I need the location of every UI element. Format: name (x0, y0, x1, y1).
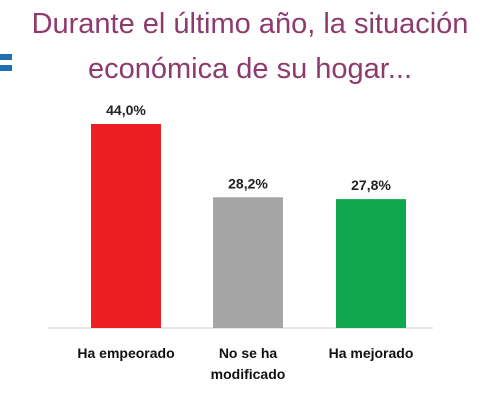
bar-3 (336, 199, 406, 328)
bars-group (91, 124, 406, 328)
chart-title: Durante el último año, la situación econ… (0, 2, 500, 92)
category-labels-group: Ha empeorado No se ha modificado Ha mejorad… (77, 345, 413, 382)
chart-title-line-2: económica de su hogar... (87, 53, 413, 85)
value-labels-group: 44,0% 28,2% 27,8% (106, 102, 391, 193)
category-label-2: No se ha modificado (211, 345, 286, 382)
bar-value-label-2: 28,2% (228, 175, 268, 191)
bar-2 (213, 197, 283, 328)
bar-1 (91, 124, 161, 328)
side-accent-icon (0, 54, 12, 76)
category-label-3: Ha mejorado (329, 345, 414, 361)
chart-title-line-1: Durante el último año, la situación (31, 8, 469, 40)
bar-value-label-1: 44,0% (106, 102, 146, 118)
bar-value-label-3: 27,8% (351, 177, 391, 193)
category-label-1: Ha empeorado (77, 345, 174, 361)
